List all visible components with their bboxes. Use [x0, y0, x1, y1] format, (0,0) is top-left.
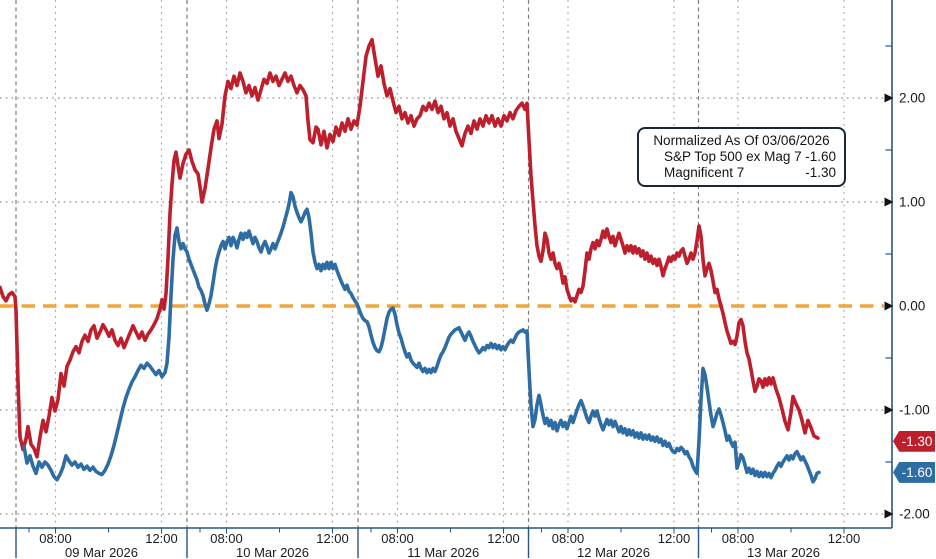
- y-tick-arrow-icon: [884, 301, 894, 311]
- time-tick-label: 12:00: [316, 531, 349, 546]
- horizontal-gridlines: [0, 97, 884, 515]
- axis-frame: [0, 0, 893, 529]
- time-tick-label: 12:00: [487, 531, 520, 546]
- date-label: 12 Mar 2026: [577, 545, 650, 559]
- y-axis-tick-label: 2.00: [899, 91, 925, 106]
- axis-tag-magnificent7: -1.30: [893, 430, 935, 452]
- sp500-ex-mag7-line: [22, 190, 821, 484]
- date-label: 09 Mar 2026: [65, 545, 138, 559]
- legend-label-sp500: S&P Top 500 ex Mag 7: [664, 149, 802, 164]
- time-tick-label: 08:00: [381, 531, 414, 546]
- y-axis-tick-label: -1.00: [899, 403, 930, 418]
- y-axis-tick-label: 1.00: [899, 195, 925, 210]
- date-label: 10 Mar 2026: [236, 545, 309, 559]
- legend-title: Normalized As Of 03/06/2026: [653, 133, 830, 148]
- y-axis-tick-label: -2.00: [899, 507, 930, 522]
- time-tick-label: 12:00: [658, 531, 691, 546]
- legend-box: Normalized As Of 03/06/2026 S&P Top 500 …: [637, 127, 846, 187]
- time-tick-label: 12:00: [145, 531, 178, 546]
- date-label: 11 Mar 2026: [407, 545, 479, 559]
- date-label: 13 Mar 2026: [747, 545, 820, 559]
- legend-value-mag7: -1.30: [805, 165, 836, 180]
- legend-label-mag7: Magnificent 7: [664, 165, 745, 180]
- magnificent7-line: [0, 37, 820, 459]
- y-tick-arrow-icon: [884, 93, 894, 103]
- legend-swatch-mag7-icon: [647, 167, 659, 179]
- legend-swatch-sp500-icon: [647, 151, 659, 163]
- y-tick-arrow-icon: [884, 197, 894, 207]
- legend-row-sp500-ex-mag7: S&P Top 500 ex Mag 7 -1.60: [647, 149, 836, 165]
- time-tick-label: 12:00: [828, 531, 861, 546]
- time-tick-label: 08:00: [39, 531, 72, 546]
- vertical-gridlines: [15, 0, 845, 528]
- y-tick-arrow-icon: [884, 509, 894, 519]
- y-tick-arrow-icon: [884, 405, 894, 415]
- y-axis-tick-label: 0.00: [899, 299, 925, 314]
- time-tick-label: 08:00: [722, 531, 755, 546]
- legend-value-sp500: -1.60: [805, 149, 836, 164]
- series-lines: [0, 37, 821, 484]
- time-tick-label: 08:00: [210, 531, 243, 546]
- legend-row-magnificent7: Magnificent 7 -1.30: [647, 165, 836, 181]
- time-tick-label: 08:00: [552, 531, 585, 546]
- y-axis-ticks-labels: 2.00 1.00 0.00 -1.00 -2.00: [884, 45, 930, 522]
- axis-tag-sp500-ex-mag7: -1.60: [893, 461, 935, 483]
